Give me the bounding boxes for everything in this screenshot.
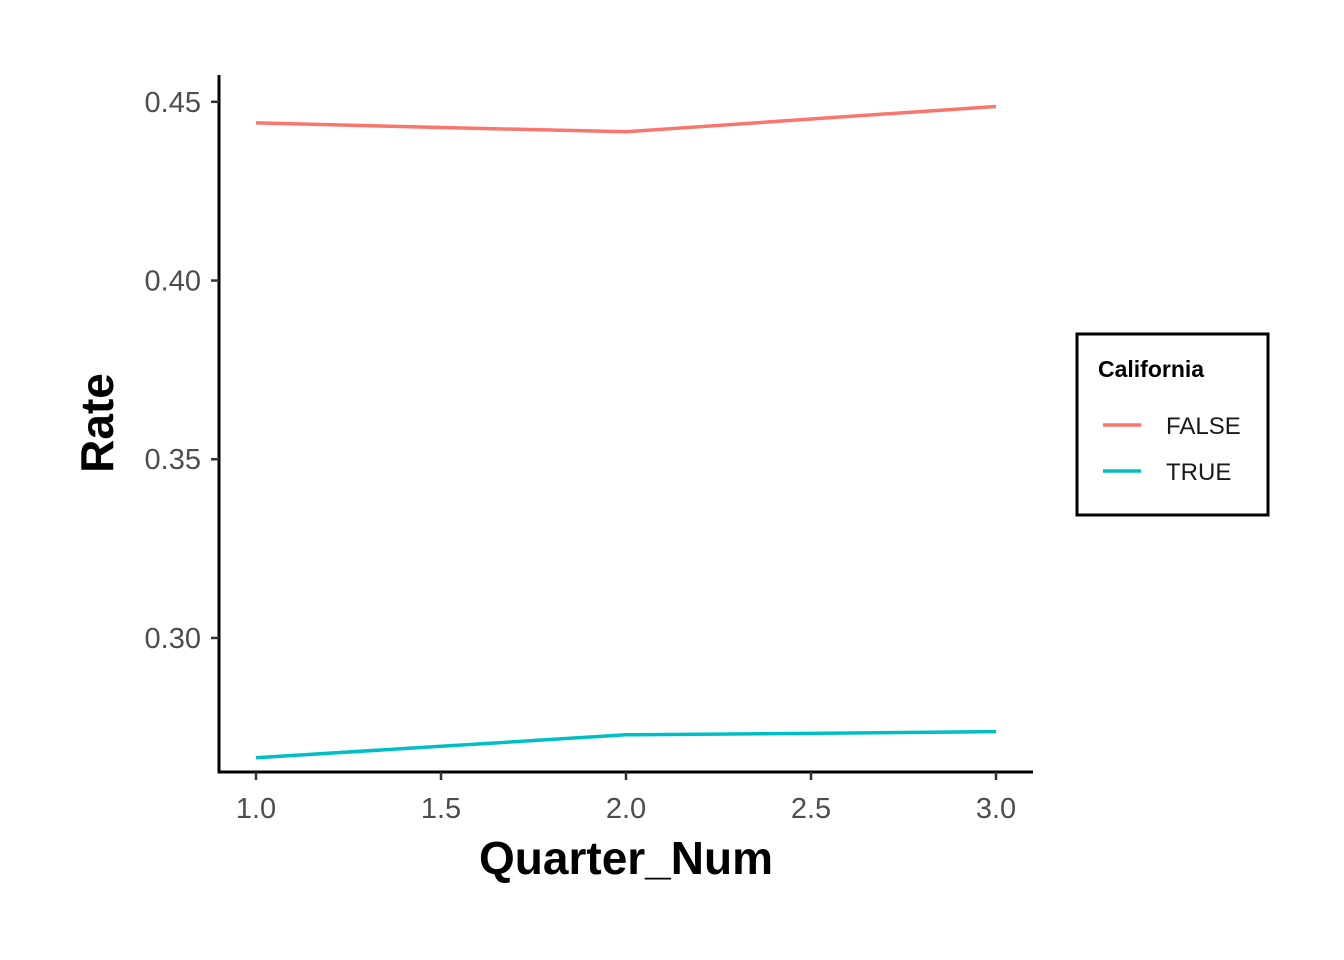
- y-tick-label: 0.30: [145, 623, 201, 655]
- legend-label-false: FALSE: [1166, 413, 1241, 440]
- x-tick-label: 3.0: [976, 793, 1016, 825]
- y-tick-label: 0.35: [145, 444, 201, 476]
- series-line-true: [255, 729, 997, 760]
- series-line-false: [255, 104, 997, 134]
- x-axis-ticks: 1.0 1.5 2.0 2.5 3.0: [236, 772, 1016, 825]
- legend-label-true: TRUE: [1166, 459, 1231, 486]
- plot-area: 0.30 0.35 0.40 0.45 1.0 1.5 2.0 2.5 3.0: [145, 75, 1033, 825]
- x-tick-label: 1.5: [421, 793, 461, 825]
- x-tick-label: 2.5: [791, 793, 831, 825]
- y-axis-title: Rate: [71, 373, 123, 473]
- series-layer: [255, 104, 997, 760]
- legend-title: California: [1098, 356, 1204, 382]
- y-tick-label: 0.40: [145, 266, 201, 298]
- x-tick-label: 2.0: [606, 793, 646, 825]
- y-tick-label: 0.45: [145, 87, 201, 119]
- legend-items: FALSE TRUE: [1103, 413, 1241, 486]
- y-axis-ticks: 0.30 0.35 0.40 0.45: [145, 87, 219, 655]
- x-axis-title: Quarter_Num: [479, 832, 773, 884]
- legend: California FALSE TRUE: [1075, 332, 1270, 517]
- x-tick-label: 1.0: [236, 793, 276, 825]
